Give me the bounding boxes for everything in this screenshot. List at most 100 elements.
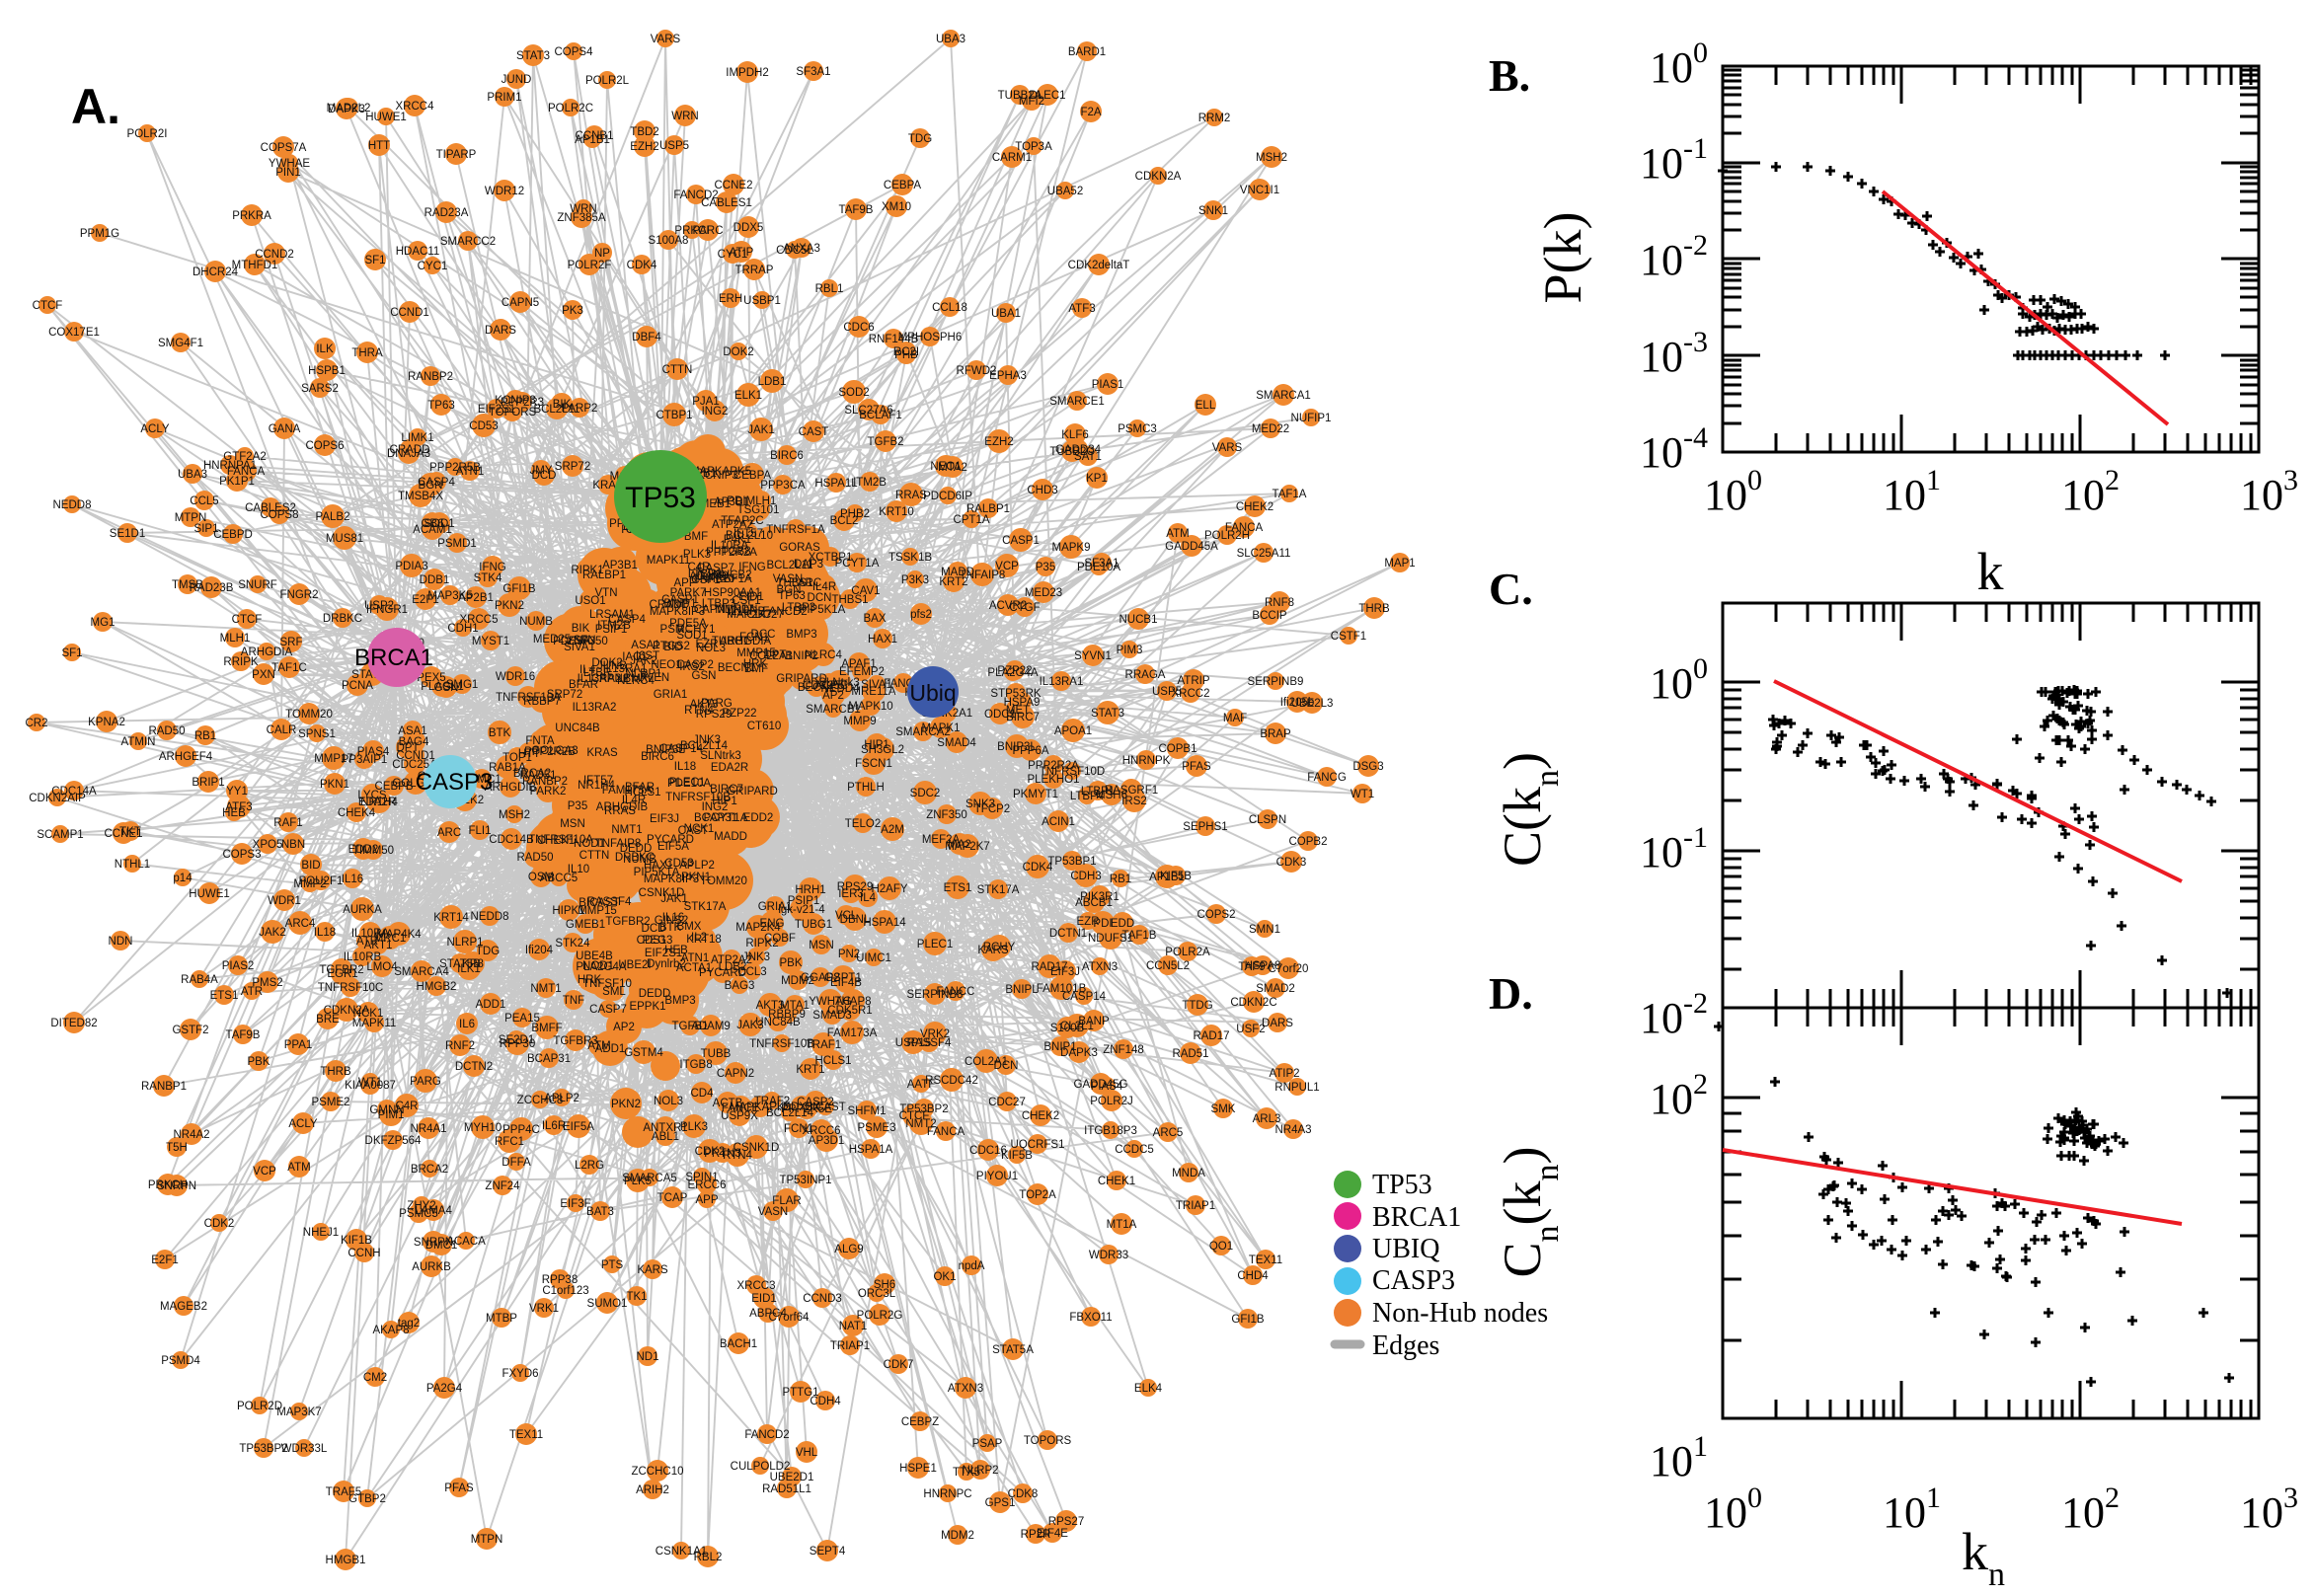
svg-text:MAP2K4: MAP2K4 — [735, 922, 781, 934]
svg-text:SRP72: SRP72 — [547, 689, 582, 701]
svg-text:IL6: IL6 — [459, 1019, 475, 1030]
svg-text:KRT18: KRT18 — [686, 934, 722, 946]
svg-text:SMG4F1: SMG4F1 — [158, 338, 203, 349]
svg-text:MAP3K7: MAP3K7 — [276, 1406, 321, 1418]
svg-text:CHD3: CHD3 — [1027, 485, 1057, 496]
svg-text:PKN1: PKN1 — [320, 779, 349, 791]
svg-text:CYC1: CYC1 — [418, 261, 448, 272]
svg-text:C7orf64: C7orf64 — [769, 1312, 811, 1324]
svg-text:ZNF350: ZNF350 — [926, 809, 967, 821]
svg-text:PARG: PARG — [410, 1076, 441, 1088]
svg-text:ATIP2: ATIP2 — [1269, 1068, 1299, 1080]
svg-text:RRM2: RRM2 — [1198, 113, 1231, 124]
svg-text:XRCC2: XRCC2 — [1172, 688, 1210, 700]
svg-text:CABLES2: CABLES2 — [245, 502, 296, 514]
svg-text:WRN: WRN — [671, 111, 698, 122]
svg-text:XRCC5: XRCC5 — [460, 614, 499, 626]
svg-text:THRA: THRA — [351, 347, 383, 359]
svg-text:lgk-v21-4: lgk-v21-4 — [778, 904, 825, 916]
svg-text:SOD1: SOD1 — [676, 630, 707, 642]
svg-text:CHEK2: CHEK2 — [1022, 1110, 1059, 1122]
svg-text:SUMO1: SUMO1 — [587, 1298, 628, 1310]
svg-text:LAMA4: LAMA4 — [415, 1205, 452, 1217]
svg-text:ARC: ARC — [437, 827, 461, 839]
svg-text:SMAD4: SMAD4 — [937, 737, 976, 749]
svg-text:ACLY: ACLY — [288, 1118, 318, 1130]
svg-text:APAF1: APAF1 — [841, 658, 877, 670]
svg-text:CDKN2AIP: CDKN2AIP — [29, 793, 86, 804]
svg-text:ITM2B: ITM2B — [853, 477, 887, 489]
svg-text:GSTM4: GSTM4 — [624, 1047, 663, 1059]
svg-text:TGFB1: TGFB1 — [671, 1021, 708, 1032]
svg-text:D.: D. — [1489, 968, 1533, 1019]
svg-text:WDR33L: WDR33L — [281, 1443, 328, 1455]
svg-text:LIMK1: LIMK1 — [401, 432, 433, 444]
svg-text:ATP2A2: ATP2A2 — [712, 519, 753, 531]
svg-text:DOK2: DOK2 — [723, 346, 753, 358]
svg-text:HMGB2: HMGB2 — [417, 981, 457, 993]
svg-text:CHEK1: CHEK1 — [1098, 1176, 1135, 1187]
svg-text:BNIPL: BNIPL — [1005, 984, 1039, 996]
svg-text:FBXO11: FBXO11 — [1069, 1312, 1112, 1324]
svg-text:VCP: VCP — [995, 561, 1019, 572]
svg-text:WDR12: WDR12 — [485, 186, 524, 197]
svg-text:FANCA: FANCA — [1225, 522, 1264, 534]
svg-text:A.: A. — [71, 79, 120, 134]
svg-text:TBD2: TBD2 — [630, 126, 658, 138]
svg-text:BTK: BTK — [659, 922, 682, 934]
svg-text:CDKN2A: CDKN2A — [324, 1005, 370, 1017]
svg-text:BMP3: BMP3 — [664, 995, 695, 1007]
svg-text:FANCG: FANCG — [1307, 772, 1347, 784]
svg-text:NUMB: NUMB — [623, 854, 656, 866]
svg-text:NDN: NDN — [733, 604, 758, 616]
svg-text:NR4A2: NR4A2 — [173, 1129, 209, 1141]
svg-text:BACH1: BACH1 — [720, 1338, 757, 1350]
svg-text:IFNGR1: IFNGR1 — [366, 604, 408, 616]
svg-text:BAG3: BAG3 — [725, 980, 755, 992]
svg-text:MAPK9: MAPK9 — [1052, 542, 1091, 554]
svg-text:ELL: ELL — [1196, 400, 1216, 412]
svg-text:SNK1: SNK1 — [1198, 205, 1228, 217]
svg-text:ANTXR1: ANTXR1 — [643, 1122, 687, 1134]
svg-text:p14: p14 — [173, 873, 193, 884]
svg-text:PDI: PDI — [727, 495, 745, 507]
svg-text:WDR33: WDR33 — [1089, 1250, 1128, 1261]
svg-text:KRT2: KRT2 — [939, 576, 967, 588]
svg-text:NDN: NDN — [109, 936, 133, 948]
svg-text:HSPA8: HSPA8 — [1245, 960, 1281, 972]
svg-text:CASP3: CASP3 — [416, 769, 494, 796]
svg-text:PPA1: PPA1 — [284, 1039, 313, 1051]
svg-text:RIPK2: RIPK2 — [745, 938, 778, 950]
svg-text:PSME2: PSME2 — [312, 1097, 350, 1108]
svg-text:NHEJ1: NHEJ1 — [303, 1227, 339, 1239]
svg-text:BNIP1: BNIP1 — [663, 598, 696, 610]
svg-text:POLR2G: POLR2G — [857, 1310, 903, 1322]
svg-text:IER3: IER3 — [838, 888, 864, 900]
svg-text:DITED82: DITED82 — [50, 1018, 97, 1029]
svg-text:CTTN: CTTN — [662, 364, 693, 376]
svg-text:PK3: PK3 — [562, 305, 583, 317]
svg-text:TNF: TNF — [563, 995, 584, 1007]
svg-text:CEBPD: CEBPD — [213, 529, 253, 541]
svg-text:GFI1B: GFI1B — [1231, 1314, 1265, 1326]
svg-text:CAPN2: CAPN2 — [717, 1068, 754, 1080]
svg-text:VCP: VCP — [253, 1166, 276, 1178]
svg-text:HNRNPC: HNRNPC — [923, 1488, 971, 1500]
svg-text:POU2F1: POU2F1 — [299, 875, 344, 887]
svg-text:RRAGA: RRAGA — [1125, 669, 1166, 681]
svg-text:HSPB1: HSPB1 — [308, 365, 346, 377]
svg-text:CALR: CALR — [267, 724, 297, 736]
svg-text:L2RG: L2RG — [575, 1160, 604, 1172]
svg-text:SMARCC2: SMARCC2 — [440, 236, 496, 248]
svg-text:HUWE1: HUWE1 — [365, 112, 407, 123]
svg-text:PHB2: PHB2 — [840, 508, 870, 520]
svg-text:USO1: USO1 — [575, 595, 605, 607]
svg-text:FAM101B: FAM101B — [1037, 983, 1087, 995]
svg-text:THRB: THRB — [1358, 603, 1390, 615]
svg-text:CHEK1: CHEK1 — [537, 835, 575, 847]
svg-text:CDK7: CDK7 — [884, 1359, 914, 1371]
svg-text:PIAS2: PIAS2 — [222, 960, 255, 972]
svg-text:RFWD2: RFWD2 — [957, 365, 997, 377]
svg-text:ELK1: ELK1 — [734, 390, 762, 402]
svg-text:SH3GL2: SH3GL2 — [861, 744, 904, 756]
